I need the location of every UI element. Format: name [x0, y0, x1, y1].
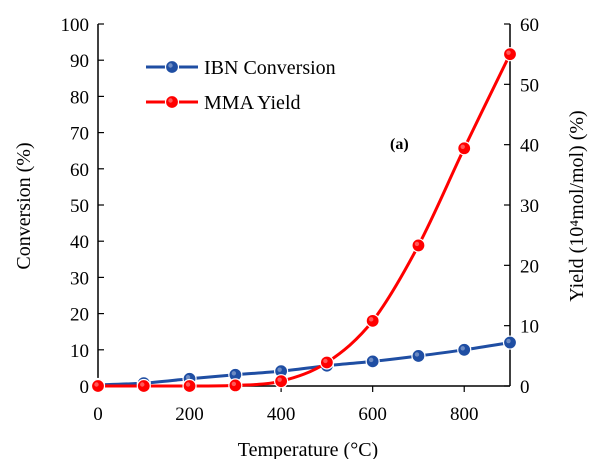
marker-highlight — [323, 358, 328, 364]
legend-label-ibn-conversion: IBN Conversion — [204, 57, 336, 79]
legend-marker-mma-yield — [164, 94, 180, 110]
ibn-conversion-point — [457, 342, 472, 357]
marker-highlight — [277, 377, 282, 382]
marker-outer — [365, 313, 380, 328]
marker-highlight — [185, 375, 191, 380]
marker-outer — [502, 335, 518, 350]
legend-label-mma-yield: MMA Yield — [204, 92, 301, 114]
ibn-conversion-point — [411, 348, 426, 364]
y-right-tick-label: 10 — [520, 317, 539, 338]
marker-outer — [90, 378, 106, 394]
y-left-tick-label: 10 — [70, 341, 89, 362]
mma-yield-point — [228, 378, 243, 393]
marker-outer — [182, 378, 197, 394]
mma-yield-point — [182, 378, 197, 394]
x-axis-title: Temperature (°C) — [238, 439, 378, 459]
y-left-tick-label: 60 — [70, 160, 89, 181]
marker-highlight — [168, 63, 173, 68]
ibn-conversion-line — [97, 341, 511, 387]
marker-outer — [457, 141, 472, 156]
y-left-tick-label: 30 — [70, 268, 89, 289]
y-left-tick-label: 100 — [61, 15, 90, 36]
mma-yield-point — [411, 238, 426, 253]
series-layer — [90, 47, 518, 394]
marker-outer — [164, 94, 180, 110]
y-left-tick-label: 0 — [80, 377, 90, 398]
x-tick-label: 400 — [267, 404, 296, 425]
y-right-tick-label: 0 — [520, 377, 530, 398]
legend-marker-ibn-conversion — [164, 59, 180, 75]
mma-yield-point — [319, 355, 334, 370]
y-right-tick-label: 40 — [520, 136, 539, 157]
marker-outer — [164, 59, 180, 75]
marker-highlight — [277, 367, 282, 372]
y-left-tick-label: 80 — [70, 87, 89, 108]
marker-outer — [365, 354, 380, 369]
marker-outer — [274, 374, 289, 389]
y-right-tick-label: 20 — [520, 256, 539, 277]
marker-highlight — [94, 382, 99, 387]
marker-highlight — [414, 241, 420, 247]
marker-outer — [319, 355, 334, 370]
y-left-tick-label: 50 — [70, 196, 89, 217]
y-axis-left-title: Conversion (%) — [13, 142, 35, 269]
y-left-tick-label: 70 — [70, 124, 89, 145]
mma-yield-line — [98, 53, 512, 388]
y-axis-right-title: Yield (10⁴mol/mol) (%) — [566, 110, 588, 301]
annotation-label: (a) — [390, 136, 409, 153]
marker-outer — [502, 47, 518, 62]
marker-highlight — [460, 346, 465, 351]
marker-highlight — [140, 382, 145, 387]
y-right-tick-label: 60 — [520, 15, 539, 36]
x-tick-label: 0 — [93, 404, 103, 425]
y-left-tick-label: 20 — [70, 305, 89, 326]
marker-highlight — [368, 357, 374, 363]
marker-highlight — [460, 144, 465, 149]
marker-outer — [411, 348, 426, 364]
mma-yield-point — [90, 378, 106, 394]
marker-highlight — [506, 50, 511, 55]
legend: IBN Conversion MMA Yield — [146, 57, 336, 114]
mma-yield-point — [274, 374, 289, 389]
marker-outer — [228, 378, 243, 393]
mma-yield-point — [365, 313, 380, 328]
marker-highlight — [185, 382, 191, 387]
y-right-tick-label: 50 — [520, 75, 539, 96]
marker-highlight — [231, 371, 237, 376]
marker-highlight — [368, 317, 374, 322]
marker-outer — [411, 238, 426, 253]
marker-outer — [136, 378, 151, 394]
x-tick-label: 200 — [175, 404, 204, 425]
mma-yield-point — [457, 141, 472, 156]
ibn-conversion-point — [365, 354, 380, 369]
marker-highlight — [231, 381, 237, 387]
x-tick-label: 800 — [450, 404, 479, 425]
marker-outer — [457, 342, 472, 357]
marker-highlight — [414, 352, 420, 357]
x-tick-label: 600 — [358, 404, 387, 425]
mma-yield-point — [136, 378, 151, 394]
ibn-conversion-point — [502, 335, 518, 350]
y-right-tick-label: 30 — [520, 196, 539, 217]
marker-highlight — [168, 98, 173, 103]
y-left-tick-label: 40 — [70, 232, 89, 253]
y-left-tick-label: 90 — [70, 51, 89, 72]
mma-yield-point — [502, 47, 518, 62]
marker-highlight — [506, 338, 511, 344]
